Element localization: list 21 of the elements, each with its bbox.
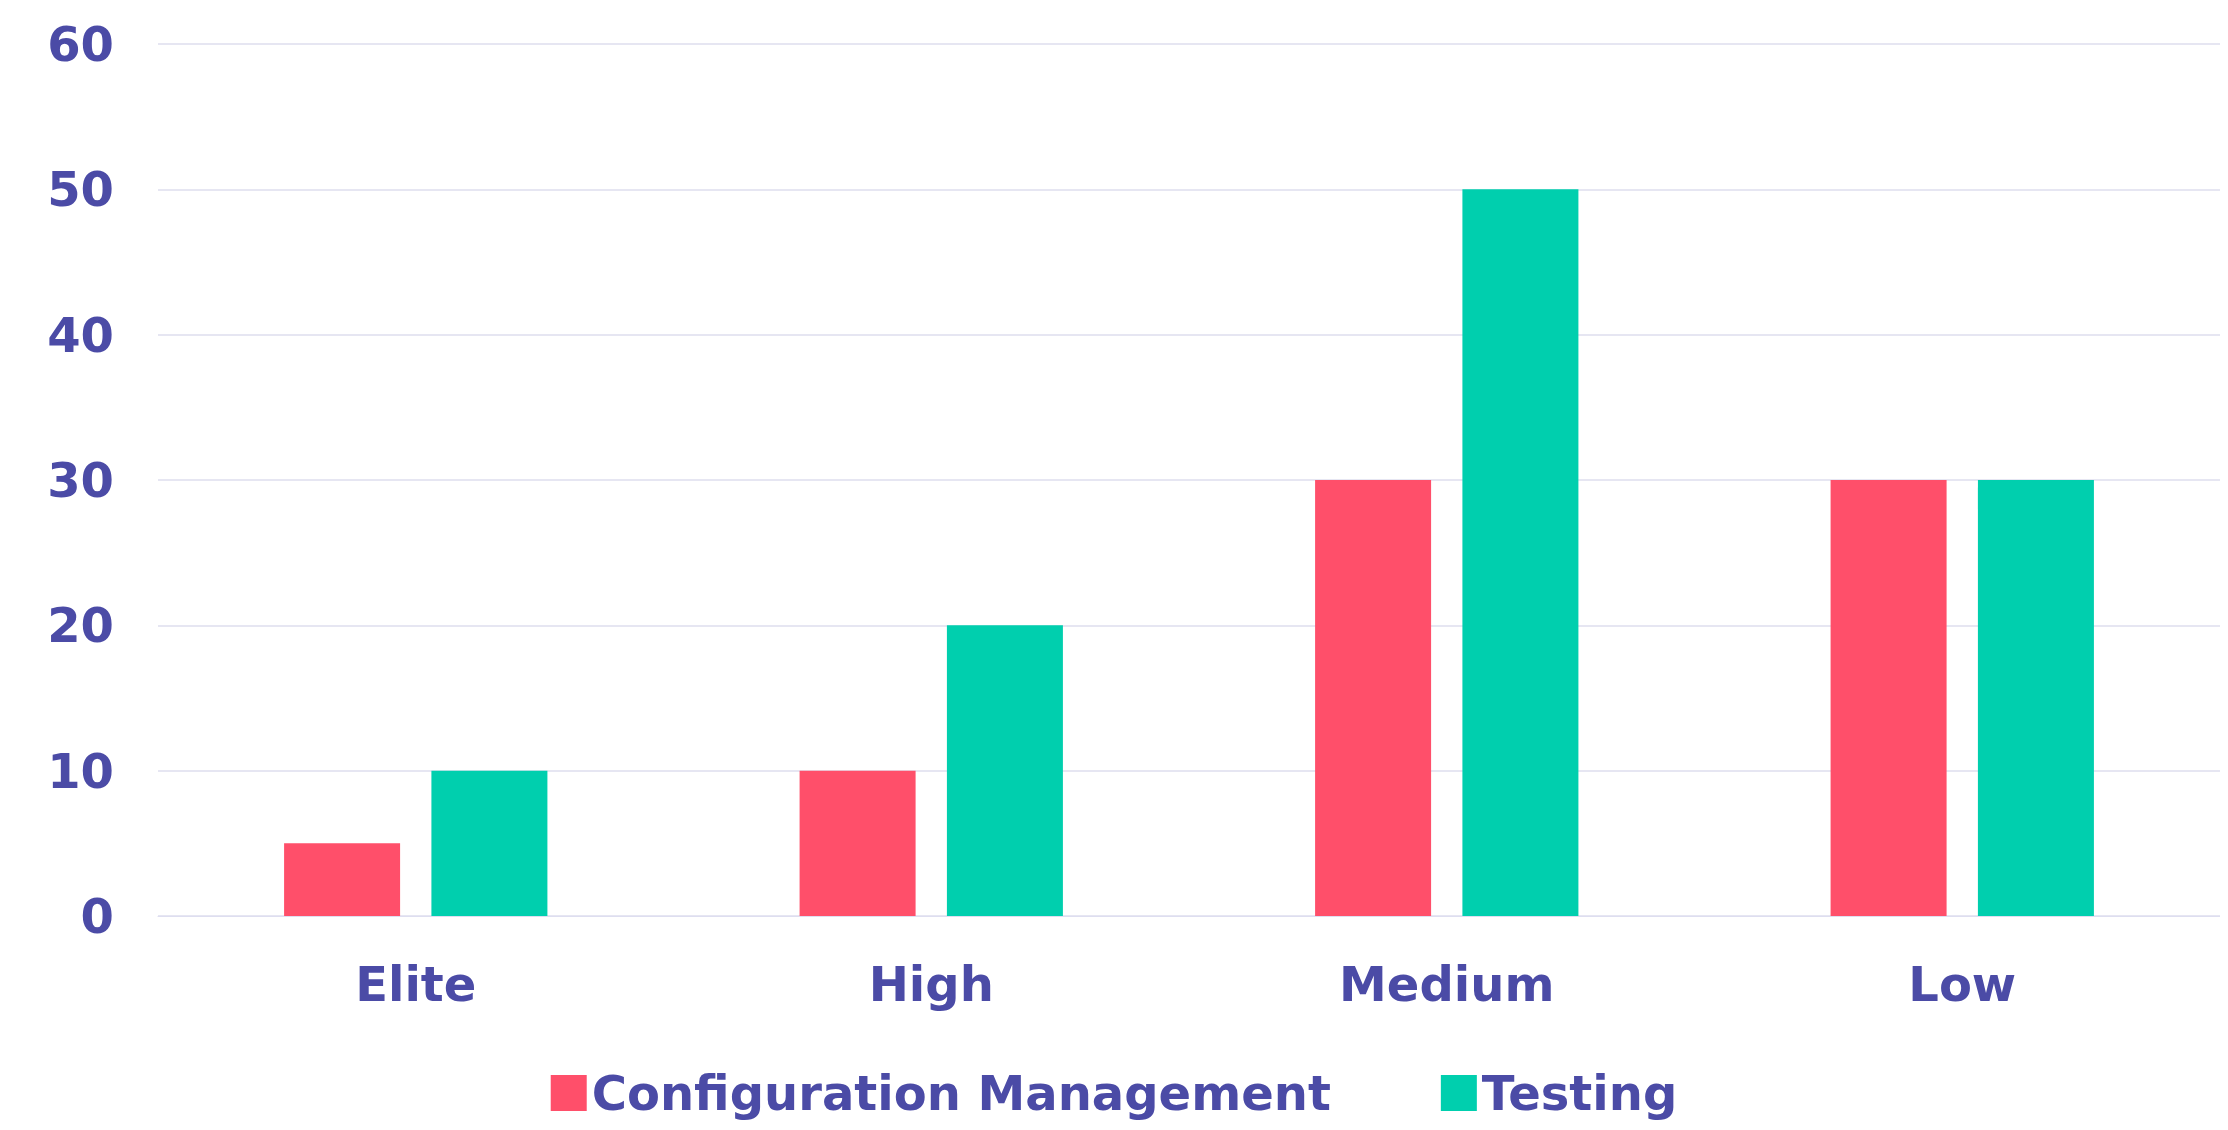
y-tick-label: 10 xyxy=(47,742,114,799)
y-tick-label: 30 xyxy=(47,452,114,508)
y-tick-label: 20 xyxy=(47,597,114,654)
x-tick-label: High xyxy=(868,956,994,1012)
x-tick-label: Elite xyxy=(355,956,477,1012)
bar xyxy=(1830,480,1947,916)
bar xyxy=(1462,189,1579,916)
x-tick-label: Low xyxy=(1908,956,2017,1012)
bar xyxy=(799,770,916,916)
y-tick-label: 0 xyxy=(80,888,114,944)
y-tick-label: 60 xyxy=(47,16,114,72)
legend-label: Testing xyxy=(1481,1065,1678,1121)
y-tick-label: 50 xyxy=(47,161,114,218)
bar xyxy=(1315,480,1432,916)
legend-label: Configuration Management xyxy=(591,1065,1331,1121)
y-tick-label: 40 xyxy=(47,306,114,363)
bar xyxy=(284,843,401,916)
bar xyxy=(946,625,1063,916)
x-tick-label: Medium xyxy=(1339,956,1555,1012)
bar xyxy=(1977,480,2094,916)
bar xyxy=(431,770,548,916)
